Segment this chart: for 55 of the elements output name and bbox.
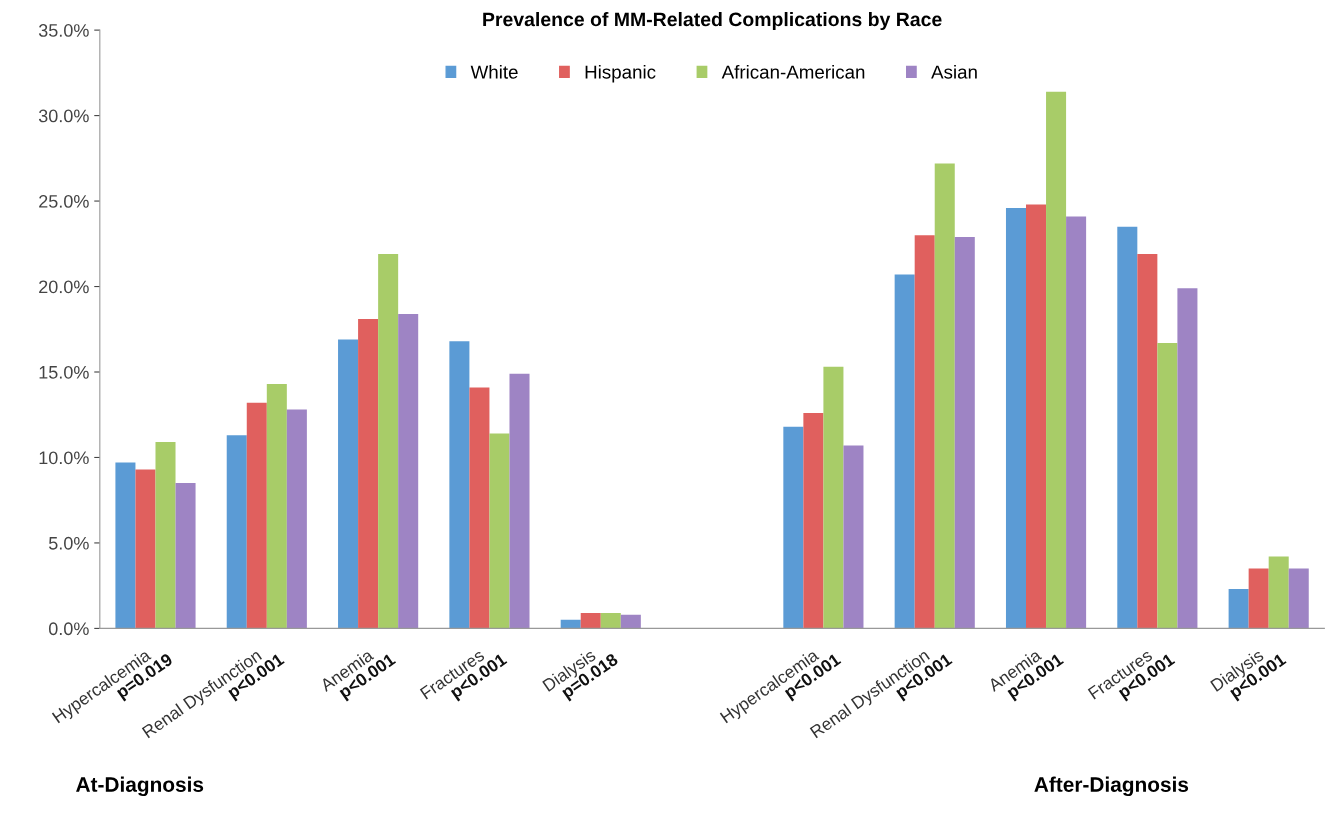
bar	[1117, 226, 1138, 629]
bar	[803, 413, 824, 629]
bar	[266, 383, 287, 629]
bar	[1046, 91, 1067, 629]
bar	[580, 613, 601, 629]
bar	[1005, 207, 1027, 629]
text: At-Diagnosis	[76, 776, 204, 797]
bar	[1288, 568, 1309, 629]
bar	[1268, 556, 1289, 629]
chart-title: Prevalence of MM-Related Complications by Race	[483, 11, 942, 31]
bar	[1248, 568, 1269, 629]
bar	[934, 163, 955, 629]
bar	[449, 341, 470, 629]
bar	[226, 435, 247, 629]
bar	[398, 313, 419, 629]
bar	[115, 462, 136, 629]
bar	[600, 613, 621, 629]
bar	[175, 483, 196, 629]
y-tick-label: 35.0%	[38, 24, 89, 37]
y-tick-label: 15.0%	[39, 365, 89, 379]
legend-label: Asian	[931, 64, 977, 79]
bar	[246, 402, 267, 629]
bar	[489, 433, 510, 629]
bar	[954, 236, 975, 629]
bar	[843, 445, 864, 629]
y-tick-label: 30.0%	[38, 109, 89, 123]
bar	[620, 614, 641, 629]
bar	[1137, 254, 1158, 629]
bar	[1157, 342, 1178, 629]
bar	[358, 319, 379, 629]
bar	[509, 373, 530, 629]
bar	[823, 366, 844, 629]
legend-label: African-American	[721, 64, 865, 79]
y-tick-label: 10.0%	[39, 451, 89, 465]
y-tick-label: 0.0%	[48, 622, 89, 636]
legend-label: White	[470, 64, 518, 79]
bar	[1177, 288, 1198, 629]
bar	[286, 409, 307, 629]
bar	[469, 387, 490, 629]
bar	[783, 426, 804, 629]
bar	[1066, 216, 1087, 629]
bar	[155, 442, 176, 629]
bar	[338, 339, 359, 629]
y-tick-label: 25.0%	[39, 194, 89, 208]
bar	[1228, 589, 1249, 629]
legend-label: Hispanic	[585, 64, 656, 83]
bar	[378, 254, 399, 629]
bar	[1026, 204, 1047, 629]
bar	[894, 274, 915, 629]
bar	[914, 235, 935, 629]
y-tick-label: 20.0%	[39, 280, 89, 294]
bar	[135, 469, 156, 629]
bar	[560, 619, 581, 629]
text: After-Diagnosis	[1034, 776, 1189, 797]
y-tick-label: 5.0%	[48, 536, 89, 550]
